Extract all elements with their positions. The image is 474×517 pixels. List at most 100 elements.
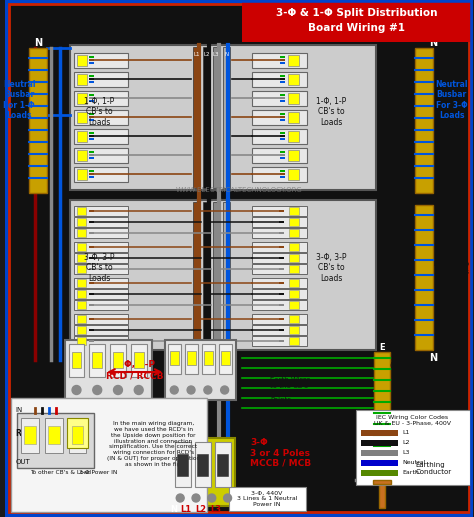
Bar [89, 81, 94, 83]
Bar [252, 228, 307, 238]
Bar [252, 129, 307, 144]
Bar [110, 344, 126, 377]
Bar [202, 344, 215, 374]
Bar [252, 217, 307, 227]
Bar [252, 72, 307, 87]
Text: N: N [429, 353, 437, 363]
Circle shape [134, 386, 143, 394]
Bar [252, 253, 307, 263]
Bar [252, 110, 307, 125]
Bar [73, 228, 128, 238]
Bar [289, 301, 299, 309]
Bar [193, 47, 200, 188]
Circle shape [72, 386, 81, 394]
Bar [76, 243, 86, 251]
Bar [89, 138, 94, 140]
Bar [69, 418, 86, 453]
Bar [185, 344, 198, 374]
Bar [11, 398, 207, 512]
Text: Neutral to
the Loads: Neutral to the Loads [434, 262, 469, 275]
Bar [252, 148, 307, 163]
Bar [73, 336, 128, 346]
Bar [279, 232, 284, 234]
Circle shape [204, 386, 212, 394]
Bar [92, 352, 102, 368]
Bar [89, 268, 94, 270]
Bar [73, 325, 128, 335]
Bar [89, 304, 94, 306]
Bar [76, 337, 86, 345]
Text: 1-Φ, 1-P
CB's to
Loads: 1-Φ, 1-P CB's to Loads [316, 97, 346, 127]
Bar [223, 202, 229, 348]
Bar [280, 138, 285, 140]
Bar [252, 242, 307, 252]
Bar [89, 257, 94, 259]
Bar [213, 202, 219, 348]
Bar [131, 344, 146, 377]
Bar [89, 210, 94, 212]
Bar [213, 47, 219, 188]
Bar [379, 480, 384, 508]
Bar [288, 55, 299, 66]
Bar [73, 242, 128, 252]
Bar [76, 207, 86, 215]
Bar [280, 154, 285, 156]
Bar [48, 426, 60, 444]
Bar [89, 318, 94, 320]
Bar [203, 47, 210, 188]
Bar [89, 176, 94, 178]
Bar [89, 78, 94, 80]
Bar [280, 176, 285, 178]
Bar [113, 352, 123, 368]
Bar [76, 315, 86, 323]
Bar [177, 454, 188, 476]
Bar [89, 94, 94, 96]
Bar [252, 53, 307, 68]
Bar [73, 300, 128, 310]
Bar [279, 318, 284, 320]
Text: WWW.ELECTRICALTECHNOLOGY.ORG: WWW.ELECTRICALTECHNOLOGY.ORG [176, 187, 303, 193]
Bar [89, 221, 94, 223]
Bar [64, 340, 152, 400]
Bar [374, 352, 390, 452]
Bar [280, 97, 285, 99]
Bar [89, 62, 94, 64]
Bar [73, 289, 128, 299]
Text: L3: L3 [213, 52, 219, 56]
Bar [171, 438, 236, 506]
Bar [45, 418, 63, 453]
Bar [76, 55, 87, 66]
Bar [280, 78, 285, 80]
Bar [204, 351, 213, 365]
Text: L3: L3 [402, 450, 410, 455]
Bar [279, 329, 284, 331]
Bar [17, 413, 94, 468]
Bar [280, 173, 285, 175]
Bar [73, 148, 128, 163]
Text: Board Wiring #1: Board Wiring #1 [309, 23, 405, 33]
Bar [69, 344, 84, 377]
Bar [29, 48, 47, 193]
Bar [170, 351, 179, 365]
Bar [76, 218, 86, 226]
Bar [73, 167, 128, 182]
Text: RCD / RCCB: RCD / RCCB [106, 372, 164, 381]
Bar [289, 207, 299, 215]
Bar [89, 293, 94, 295]
Bar [197, 454, 208, 476]
Bar [289, 254, 299, 262]
Bar [279, 246, 284, 248]
Text: 1-Φ, 1-P
CB's to
Loads: 1-Φ, 1-P CB's to Loads [84, 97, 114, 127]
Bar [289, 290, 299, 298]
Bar [361, 450, 399, 456]
Bar [89, 116, 94, 118]
Circle shape [176, 494, 184, 502]
Bar [89, 119, 94, 121]
Bar [373, 480, 391, 484]
Bar [361, 430, 399, 436]
Bar [89, 282, 94, 284]
Bar [252, 289, 307, 299]
Bar [361, 440, 399, 446]
Bar [76, 229, 86, 237]
Text: Earth
(Ground)
Busbar
Terminal: Earth (Ground) Busbar Terminal [390, 354, 421, 382]
